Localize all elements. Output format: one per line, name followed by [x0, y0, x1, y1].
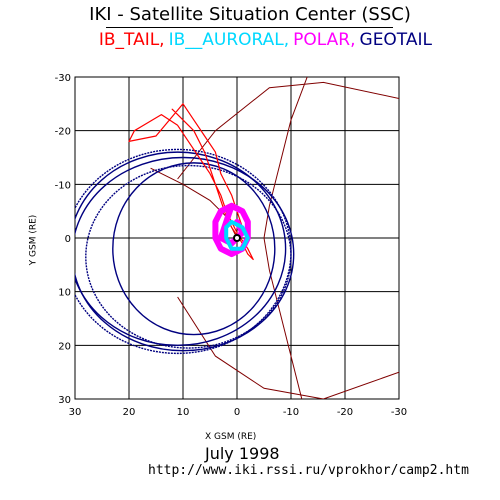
x-tick-label: 20: [123, 407, 136, 418]
y-tick-label: 20: [58, 341, 71, 352]
earth-core: [235, 236, 239, 240]
data-layer: [75, 77, 399, 399]
x-tick-label: 30: [69, 407, 82, 418]
x-tick-label: 10: [177, 407, 190, 418]
legend-item-ib-tail: IB_TAIL,: [98, 30, 165, 50]
geotail-orbit: [112, 162, 276, 336]
y-tick-label: -30: [55, 73, 71, 84]
x-axis-label: X GSM (RE): [205, 432, 257, 442]
x-tick-label: -30: [391, 407, 407, 418]
earth-marker: [233, 234, 241, 242]
geotail-orbit: [85, 164, 292, 349]
legend-item-ib-auroral: IB__AURORAL,: [168, 30, 290, 50]
y-tick-label: 30: [58, 395, 71, 406]
legend: IB_TAIL, IB__AURORAL, POLAR, GEOTAIL: [0, 30, 500, 50]
series-ib-tail: [128, 103, 254, 261]
series-ib-auroral: [224, 219, 250, 251]
legend-item-polar: POLAR,: [293, 30, 356, 50]
x-tick-label: -20: [337, 407, 353, 418]
y-tick-label: 0: [65, 234, 71, 245]
legend-item-geotail: GEOTAIL: [359, 30, 432, 50]
y-tick-label: -10: [55, 180, 71, 191]
source-url: http://www.iki.rssi.ru/vprokhor/camp2.ht…: [148, 463, 469, 478]
geotail-orbit: [75, 156, 295, 352]
date-label: July 1998: [205, 444, 280, 463]
tick-labels: 30 20 10 0 -10 -20 -30 -30 -20 -10 0 10 20 30: [55, 73, 408, 418]
chart-title: IKI - Satellite Situation Center (SSC): [89, 4, 411, 25]
title-underline: [106, 27, 393, 28]
y-axis-label: Y GSM (RE): [28, 214, 39, 266]
geotail-orbit: [75, 151, 287, 347]
y-tick-label: -20: [55, 127, 71, 138]
boundary-magnetopause: [263, 77, 308, 399]
boundary-bow_shock_upper: [177, 81, 399, 180]
x-tick-label: -10: [283, 407, 299, 418]
geotail-orbit: [75, 148, 292, 355]
x-tick-label: 0: [234, 407, 240, 418]
y-tick-label: 10: [58, 288, 71, 299]
boundary-bow_shock_lower: [177, 296, 399, 399]
